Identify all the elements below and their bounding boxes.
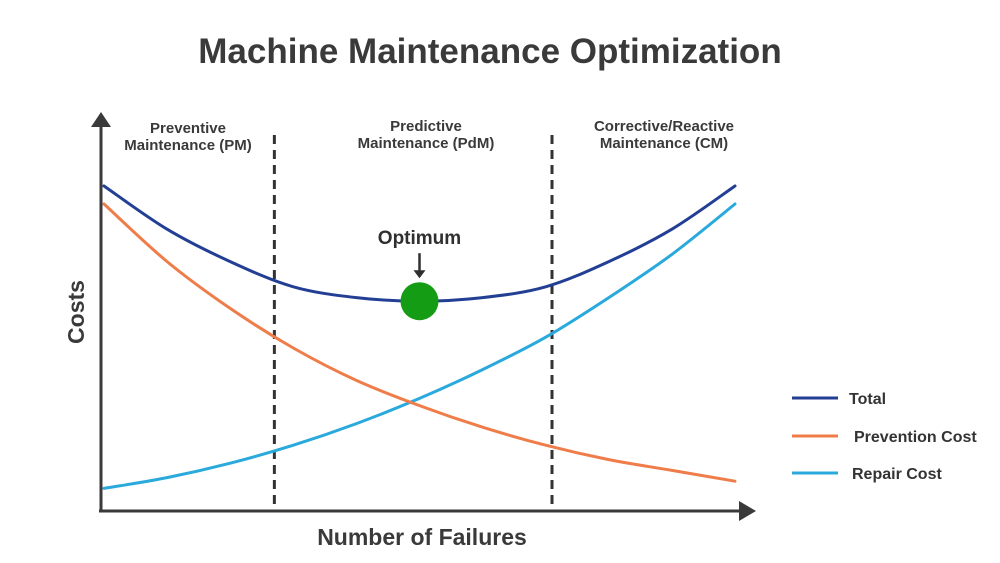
y-axis-arrow bbox=[91, 112, 111, 127]
x-axis-label: Number of Failures bbox=[317, 524, 527, 550]
region-label-line1: Preventive bbox=[150, 120, 226, 137]
optimum-label: Optimum bbox=[378, 228, 461, 249]
legend-label-total: Total bbox=[849, 391, 886, 408]
x-axis-arrow bbox=[739, 501, 756, 521]
legend-label-repair-cost: Repair Cost bbox=[852, 466, 942, 483]
region-label-line1: Corrective/Reactive bbox=[594, 118, 734, 135]
region-label-line2: Maintenance (PM) bbox=[124, 137, 252, 154]
optimum-annotation: Optimum bbox=[378, 228, 461, 321]
legend-label-prevention-cost: Prevention Cost bbox=[854, 429, 977, 446]
region-label-corrective: Corrective/Reactive Maintenance (CM) bbox=[594, 118, 734, 152]
region-label-line2: Maintenance (CM) bbox=[600, 135, 728, 152]
region-label-predictive: Predictive Maintenance (PdM) bbox=[358, 118, 495, 152]
chart-title: Machine Maintenance Optimization bbox=[198, 32, 781, 71]
optimum-marker bbox=[400, 282, 439, 321]
y-axis-label: Costs bbox=[63, 280, 89, 344]
region-label-line1: Predictive bbox=[390, 118, 462, 135]
legend: Total Prevention Cost Repair Cost bbox=[792, 391, 977, 483]
region-label-preventive: Preventive Maintenance (PM) bbox=[124, 120, 252, 154]
series-line-repair-cost bbox=[102, 202, 737, 490]
region-label-line2: Maintenance (PdM) bbox=[358, 135, 495, 152]
series-line-prevention-cost bbox=[102, 202, 737, 483]
axes bbox=[91, 112, 756, 521]
optimum-arrowhead-icon bbox=[413, 270, 426, 279]
